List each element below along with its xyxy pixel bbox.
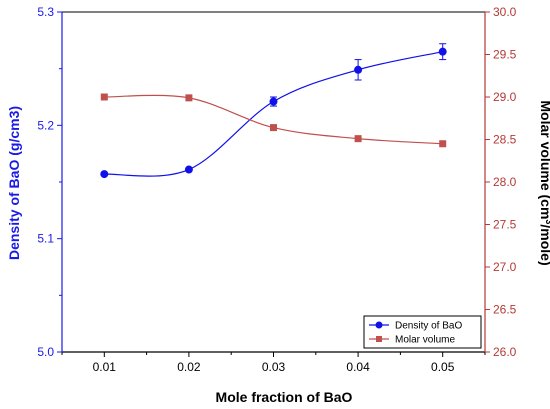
- right-y-tick-label: 27.5: [493, 218, 517, 232]
- right-y-tick-label: 30.0: [493, 5, 517, 19]
- x-tick-label: 0.04: [346, 360, 370, 374]
- right-y-axis-title-tail: /mole): [538, 224, 550, 265]
- molar-volume-point: [439, 140, 447, 148]
- left-y-tick-label: 5.1: [37, 232, 54, 246]
- density-series-line: [104, 51, 443, 177]
- left-y-tick-label: 5.0: [37, 345, 54, 359]
- right-y-tick-label: 29.0: [493, 90, 517, 104]
- legend: Density of BaO Molar volume: [363, 315, 482, 349]
- right-y-tick-label: 27.0: [493, 260, 517, 274]
- right-y-tick-label: 28.5: [493, 133, 517, 147]
- molar-volume-point: [185, 94, 193, 102]
- right-y-axis-title-main: Molar volume (cm: [538, 100, 550, 219]
- x-axis-title: Mole fraction of BaO: [216, 389, 353, 405]
- legend-box: [363, 315, 482, 349]
- plot-frame: [61, 11, 486, 353]
- right-y-axis-title: Molar volume (cm3/mole): [538, 100, 550, 265]
- density-point: [354, 65, 363, 74]
- x-axis-ticks: 0.01 0.02 0.03 0.04 0.05: [61, 352, 486, 374]
- density-point: [269, 97, 278, 106]
- x-tick-label: 0.01: [93, 360, 117, 374]
- molar-volume-point: [100, 93, 108, 101]
- legend-density-marker: [375, 321, 383, 329]
- series-layer: [100, 43, 447, 179]
- x-tick-label: 0.03: [262, 360, 286, 374]
- density-point: [184, 165, 193, 174]
- density-point: [100, 170, 109, 179]
- density-point: [438, 47, 447, 56]
- molar-volume-point: [354, 135, 362, 143]
- right-y-tick-label: 28.0: [493, 175, 517, 189]
- legend-density-label: Density of BaO: [395, 321, 462, 332]
- right-y-axis-ticks: 26.0 26.5 27.0 27.5 28.0 28.5 29.0 29.5 30.0: [485, 5, 517, 359]
- x-tick-label: 0.02: [177, 360, 201, 374]
- right-y-tick-label: 26.0: [493, 345, 517, 359]
- legend-molar-volume-label: Molar volume: [395, 335, 455, 346]
- right-y-axis-title-sup: 3: [544, 219, 550, 224]
- left-y-tick-label: 5.3: [37, 5, 54, 19]
- left-y-axis-title: Density of BaO (g/cm3): [6, 106, 22, 260]
- right-y-tick-label: 26.5: [493, 303, 517, 317]
- right-y-tick-label: 29.5: [493, 48, 517, 62]
- left-y-tick-label: 5.2: [37, 118, 54, 132]
- molar-volume-point: [270, 124, 277, 132]
- legend-molar-volume-marker: [376, 336, 382, 342]
- left-y-axis-ticks: 5.0 5.1 5.2 5.3: [37, 5, 62, 359]
- x-tick-label: 0.05: [431, 360, 455, 374]
